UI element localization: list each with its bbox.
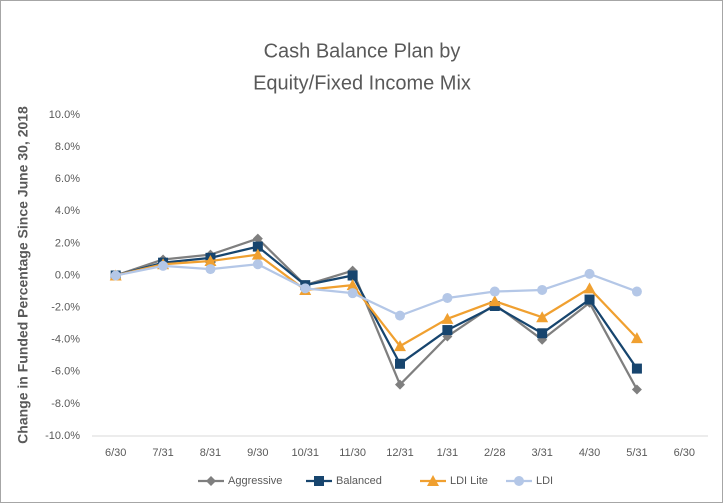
series-line xyxy=(115,245,638,370)
marker xyxy=(395,358,405,369)
y-axis-label: Change in Funded Percentage Since June 3… xyxy=(15,106,31,444)
marker xyxy=(204,255,217,267)
legend-marker xyxy=(427,475,439,486)
x-tick-label: 9/30 xyxy=(247,447,268,459)
marker xyxy=(251,248,264,260)
x-tick-label: 6/30 xyxy=(105,447,126,459)
y-tick-label: -2.0% xyxy=(51,302,80,314)
legend-marker xyxy=(206,476,216,486)
marker xyxy=(347,270,358,281)
legend-marker xyxy=(314,476,324,486)
legend-label: LDI xyxy=(536,475,553,487)
marker xyxy=(631,384,642,395)
marker xyxy=(346,279,359,291)
x-tick-label: 6/30 xyxy=(674,447,695,459)
marker xyxy=(583,282,596,294)
legend-label: Balanced xyxy=(336,475,382,487)
marker xyxy=(631,286,642,297)
x-tick-label: 10/31 xyxy=(291,447,319,459)
marker xyxy=(441,312,454,324)
chart-title: Cash Balance Plan by xyxy=(264,40,461,62)
marker xyxy=(395,310,405,321)
marker xyxy=(489,286,500,297)
marker xyxy=(488,295,501,307)
y-tick-label: 8.0% xyxy=(55,141,80,153)
series-line xyxy=(115,237,638,390)
marker xyxy=(394,340,406,352)
marker xyxy=(537,328,548,339)
x-tick-label: 1/31 xyxy=(437,447,458,459)
y-tick-label: -4.0% xyxy=(51,334,80,346)
marker xyxy=(252,241,263,252)
y-tick-label: 2.0% xyxy=(55,237,80,249)
y-tick-label: 10.0% xyxy=(49,109,80,121)
x-tick-label: 3/31 xyxy=(531,447,552,459)
y-tick-label: -6.0% xyxy=(51,366,80,378)
marker xyxy=(158,260,169,271)
x-tick-label: 11/30 xyxy=(339,447,366,459)
x-tick-label: 2/28 xyxy=(484,447,505,459)
x-tick-label: 4/30 xyxy=(579,447,600,459)
x-tick-label: 8/31 xyxy=(200,447,221,459)
marker xyxy=(442,325,453,336)
marker xyxy=(300,283,311,294)
chart-title: Equity/Fixed Income Mix xyxy=(253,72,471,94)
marker xyxy=(252,259,263,270)
marker xyxy=(536,311,549,323)
marker xyxy=(110,270,121,281)
x-tick-label: 7/31 xyxy=(152,447,173,459)
marker xyxy=(442,292,453,303)
y-tick-label: 0.0% xyxy=(55,269,80,281)
marker xyxy=(395,379,405,390)
marker xyxy=(537,284,548,295)
marker xyxy=(631,363,642,374)
y-tick-label: 4.0% xyxy=(55,205,80,217)
y-tick-label: -8.0% xyxy=(51,398,80,410)
series-line xyxy=(115,253,638,348)
legend-label: Aggressive xyxy=(228,475,282,487)
legend-label: LDI Lite xyxy=(450,475,488,487)
y-tick-label: -10.0% xyxy=(45,430,80,442)
marker xyxy=(584,268,595,279)
series-line xyxy=(115,263,638,317)
legend-marker xyxy=(514,476,524,486)
marker xyxy=(347,288,358,299)
marker xyxy=(252,233,263,244)
x-tick-label: 12/31 xyxy=(386,447,414,459)
marker xyxy=(630,332,643,344)
marker xyxy=(584,294,595,305)
marker xyxy=(205,264,216,275)
x-tick-label: 5/31 xyxy=(626,447,647,459)
y-tick-label: 6.0% xyxy=(55,173,80,185)
